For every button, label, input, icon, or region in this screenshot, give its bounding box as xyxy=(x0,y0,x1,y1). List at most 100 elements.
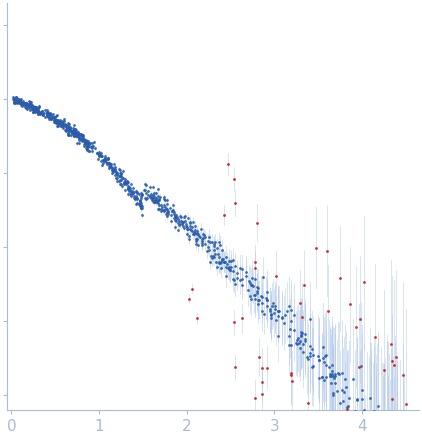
Point xyxy=(231,280,238,287)
Point xyxy=(74,128,81,135)
Point xyxy=(154,199,160,206)
Point xyxy=(282,312,289,319)
Point xyxy=(70,128,76,135)
Point xyxy=(38,108,45,115)
Point xyxy=(49,114,55,121)
Point xyxy=(138,205,145,212)
Point xyxy=(188,285,195,292)
Point xyxy=(259,364,266,371)
Point xyxy=(43,106,50,113)
Point xyxy=(78,136,84,143)
Point xyxy=(137,190,144,197)
Point xyxy=(104,155,111,162)
Point xyxy=(142,186,149,193)
Point xyxy=(35,111,42,118)
Point xyxy=(267,307,273,314)
Point xyxy=(66,126,73,133)
Point xyxy=(319,373,326,380)
Point xyxy=(175,215,182,222)
Point xyxy=(70,128,77,135)
Point xyxy=(85,142,92,149)
Point xyxy=(95,153,102,160)
Point xyxy=(133,194,140,201)
Point xyxy=(11,98,18,105)
Point xyxy=(81,138,88,145)
Point xyxy=(344,406,350,413)
Point xyxy=(173,217,180,224)
Point xyxy=(193,231,200,238)
Point xyxy=(259,274,266,281)
Point xyxy=(85,138,92,145)
Point xyxy=(286,302,292,309)
Point xyxy=(73,132,80,139)
Point xyxy=(194,235,200,242)
Point xyxy=(252,265,259,272)
Point xyxy=(129,189,135,196)
Point xyxy=(12,98,19,105)
Point xyxy=(220,258,227,265)
Point xyxy=(171,209,178,216)
Point xyxy=(16,97,23,104)
Point xyxy=(25,101,32,108)
Point xyxy=(324,247,331,254)
Point xyxy=(22,99,29,106)
Point xyxy=(165,210,171,217)
Point xyxy=(70,131,77,138)
Point xyxy=(28,99,35,106)
Point xyxy=(69,130,76,137)
Point xyxy=(374,415,381,422)
Point xyxy=(179,221,186,228)
Point xyxy=(59,121,66,128)
Point xyxy=(252,276,258,283)
Point xyxy=(247,293,254,300)
Point xyxy=(39,112,46,119)
Point xyxy=(229,257,236,264)
Point xyxy=(225,264,231,271)
Point xyxy=(202,240,209,247)
Point xyxy=(138,202,144,209)
Point xyxy=(111,166,117,173)
Point xyxy=(143,182,149,189)
Point xyxy=(181,225,187,232)
Point xyxy=(302,335,308,342)
Point xyxy=(384,413,391,420)
Point xyxy=(173,214,179,221)
Point xyxy=(352,407,358,414)
Point xyxy=(63,128,70,135)
Point xyxy=(211,243,217,250)
Point xyxy=(174,213,181,220)
Point xyxy=(33,104,40,111)
Point xyxy=(153,190,160,197)
Point xyxy=(29,106,36,113)
Point xyxy=(102,155,108,162)
Point xyxy=(207,258,214,265)
Point xyxy=(14,99,21,106)
Point xyxy=(161,201,168,208)
Point xyxy=(65,124,72,131)
Point xyxy=(139,203,146,210)
Point xyxy=(205,233,212,240)
Point xyxy=(83,139,89,146)
Point xyxy=(308,363,315,370)
Point xyxy=(64,125,71,132)
Point xyxy=(133,194,140,201)
Point xyxy=(192,229,198,236)
Point xyxy=(13,94,20,101)
Point xyxy=(46,110,53,117)
Point xyxy=(64,125,71,132)
Point xyxy=(72,126,78,133)
Point xyxy=(70,125,77,132)
Point xyxy=(325,308,331,315)
Point xyxy=(30,107,37,114)
Point xyxy=(18,101,24,108)
Point xyxy=(24,102,31,109)
Point xyxy=(328,370,335,377)
Point xyxy=(116,177,123,184)
Point xyxy=(226,267,233,274)
Point xyxy=(183,221,189,228)
Point xyxy=(76,140,83,147)
Point xyxy=(16,96,23,103)
Point xyxy=(22,101,29,108)
Point xyxy=(44,112,51,119)
Point xyxy=(72,129,78,136)
